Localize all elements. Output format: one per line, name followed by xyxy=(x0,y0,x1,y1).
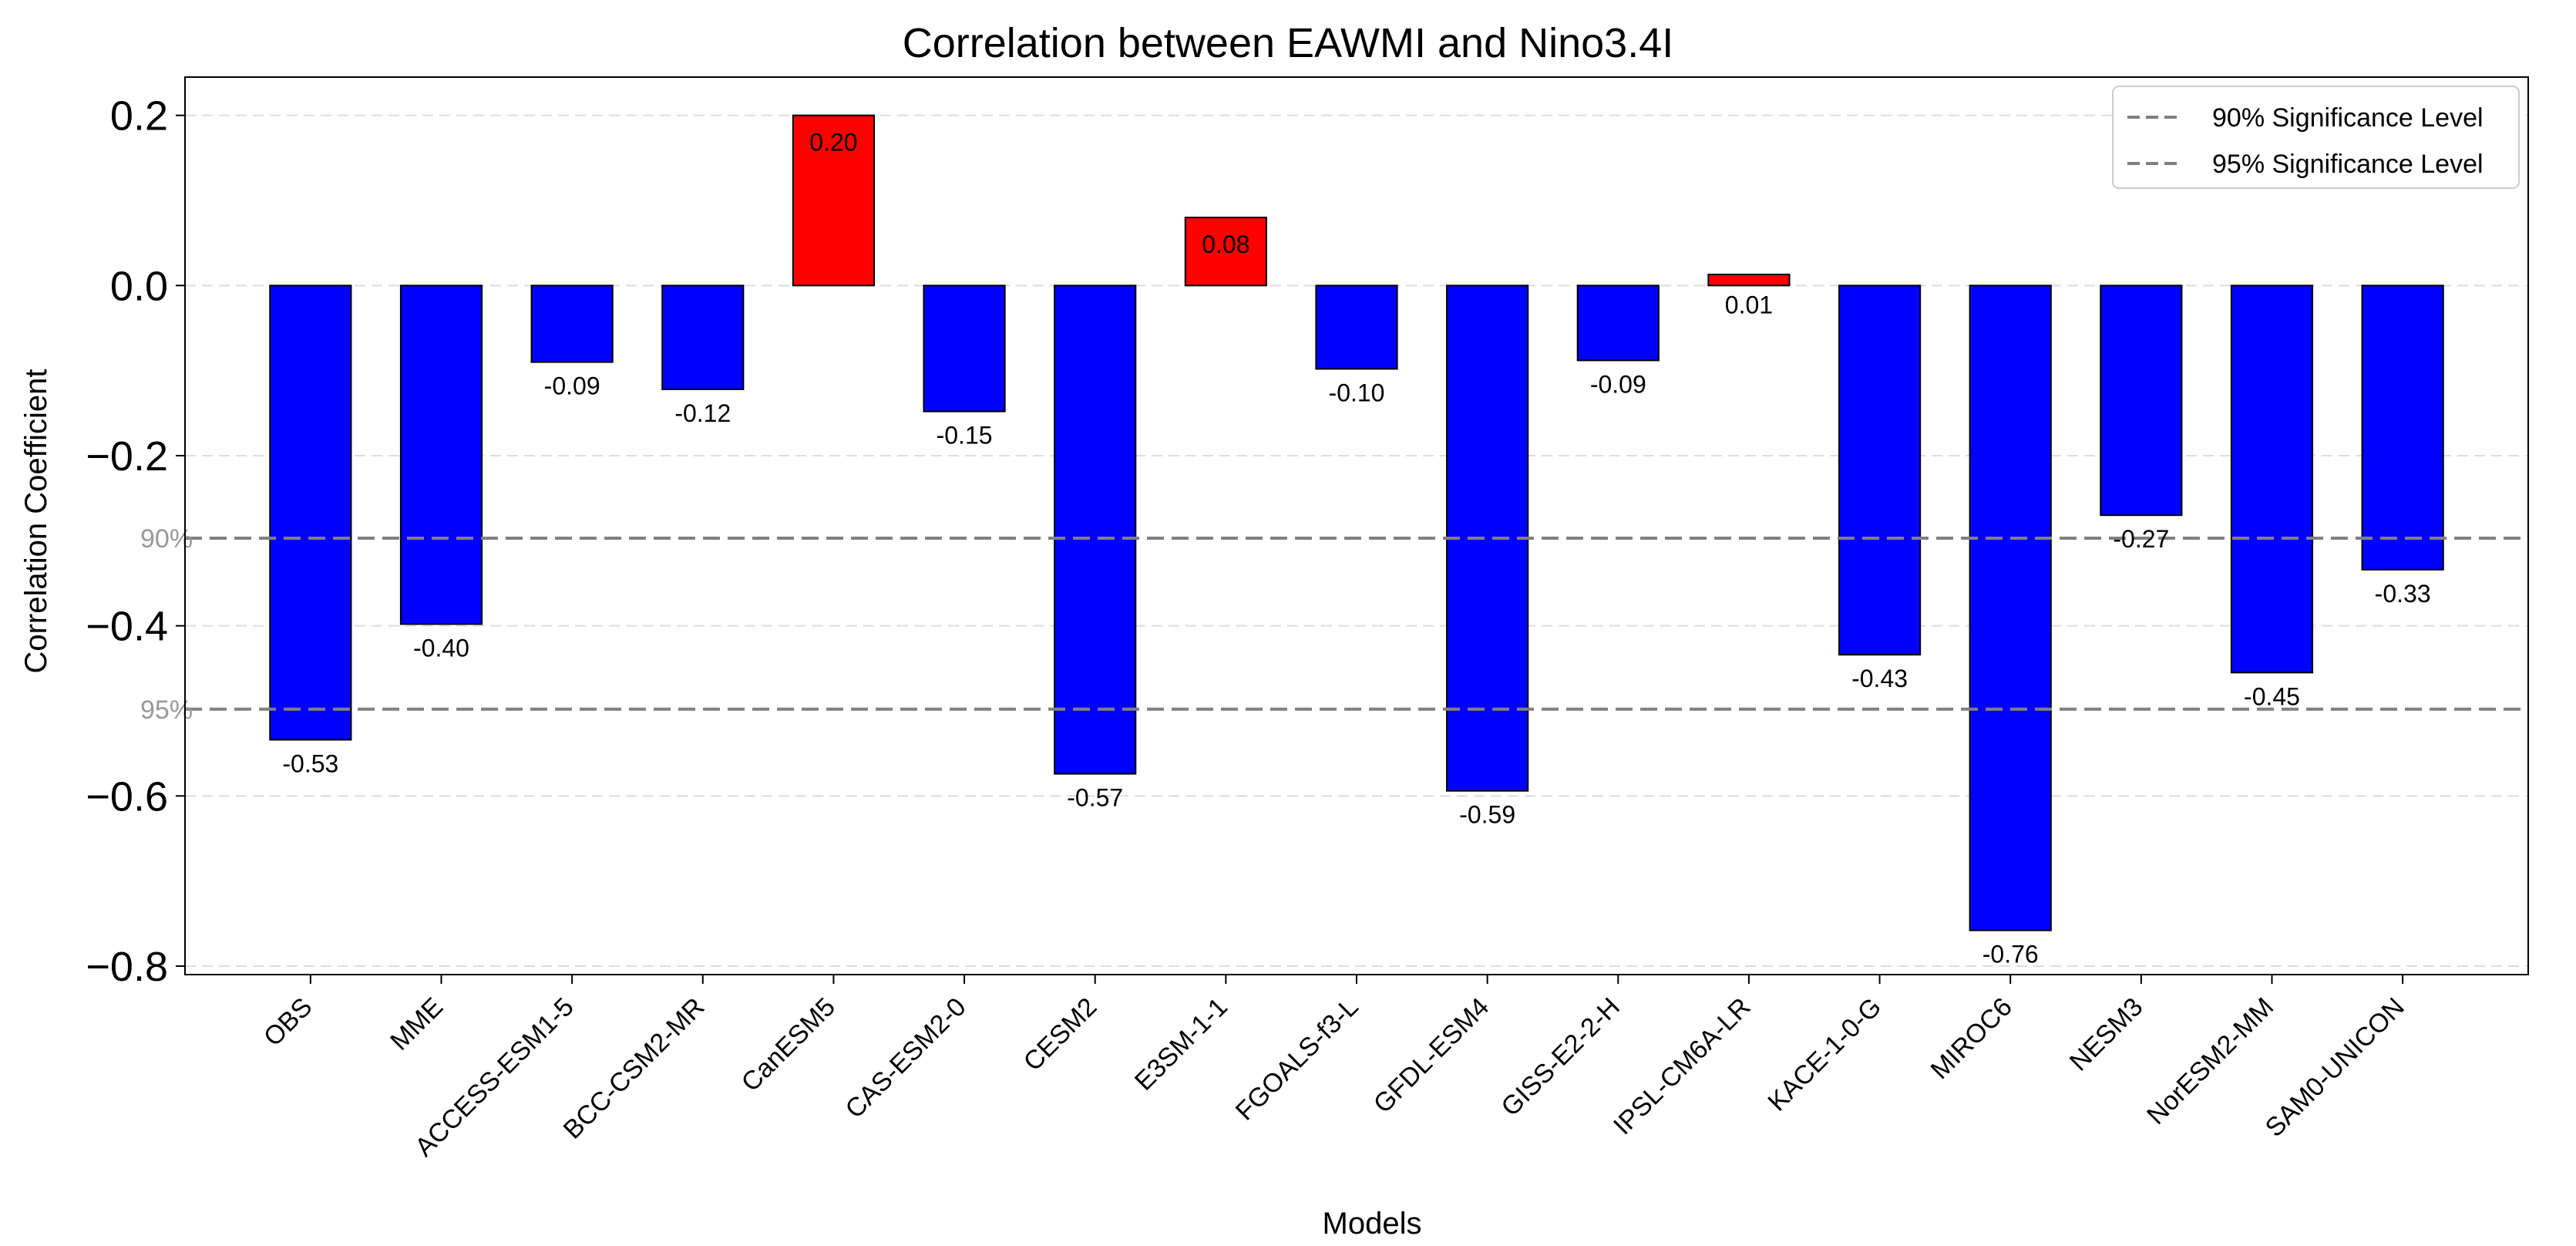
grid xyxy=(185,114,2528,967)
value-label: -0.10 xyxy=(1329,379,1385,406)
bar xyxy=(399,285,483,625)
x-tick-label: BCC-CSM2-MR xyxy=(558,992,711,1145)
bar xyxy=(269,285,352,741)
bar xyxy=(1184,217,1267,287)
bar xyxy=(1707,273,1791,287)
value-label: -0.12 xyxy=(674,399,731,427)
bar xyxy=(923,285,1006,413)
plot-frame xyxy=(184,76,2529,975)
value-label: -0.76 xyxy=(1982,941,2039,968)
bar xyxy=(1315,285,1398,370)
bar xyxy=(1838,285,1922,656)
chart-title: Correlation between EAWMI and Nino3.4I xyxy=(903,20,1674,66)
legend-label-90: 90% Significance Level xyxy=(2212,103,2484,133)
bar xyxy=(530,285,614,363)
x-tick-label: CAS-ESM2-0 xyxy=(840,992,972,1124)
x-tick-label: GFDL-ESM4 xyxy=(1368,992,1495,1119)
value-label: -0.15 xyxy=(937,422,993,450)
bar xyxy=(1054,285,1137,775)
y-tick-label: 0.2 xyxy=(110,93,168,140)
x-tick-label: NorESM2-MM xyxy=(2141,992,2279,1130)
bar xyxy=(1969,285,2052,931)
bar xyxy=(2361,285,2444,571)
legend-label-95: 95% Significance Level xyxy=(2212,150,2484,179)
value-label: -0.59 xyxy=(1459,801,1515,829)
x-tick-label: E3SM-1-1 xyxy=(1129,992,1233,1096)
x-tick-label: CanESM5 xyxy=(736,992,841,1097)
y-axis-ticks: 0.2 0.0 −0.2 −0.4 −0.6 −0.8 xyxy=(86,93,185,990)
bar xyxy=(1576,285,1660,362)
value-label: -0.45 xyxy=(2244,682,2300,710)
value-label: -0.40 xyxy=(413,634,469,662)
legend: 90% Significance Level 95% Significance … xyxy=(2112,86,2520,189)
value-label: -0.57 xyxy=(1067,784,1123,812)
bar xyxy=(661,285,745,390)
y-tick-label: −0.8 xyxy=(86,944,168,990)
x-tick-label: MIROC6 xyxy=(1925,992,2017,1085)
value-label: -0.09 xyxy=(544,372,600,400)
x-tick-label: IPSL-CM6A-LR xyxy=(1608,992,1757,1141)
value-label: 0.01 xyxy=(1725,291,1773,318)
x-tick-label: FGOALS-f3-L xyxy=(1230,992,1364,1126)
y-tick-label: −0.2 xyxy=(86,433,168,480)
bar xyxy=(792,114,876,287)
value-label: 0.20 xyxy=(809,129,857,157)
significance-label: 95% xyxy=(140,695,193,725)
bars xyxy=(269,114,2444,931)
value-labels: -0.53 -0.40 -0.09 -0.12 0.20 -0.15 -0.57 0.08 -0… xyxy=(282,129,2430,968)
x-tick-label: GISS-E2-2-H xyxy=(1495,992,1625,1122)
value-label: 0.08 xyxy=(1202,231,1249,258)
significance-label: 90% xyxy=(140,524,193,554)
value-label: -0.09 xyxy=(1590,370,1646,398)
value-label: -0.33 xyxy=(2375,580,2431,608)
y-axis-label: Correlation Coefficient xyxy=(19,369,53,673)
x-axis-label: Models xyxy=(1323,1207,1422,1241)
legend-box xyxy=(2112,86,2520,189)
x-tick-label: CESM2 xyxy=(1018,992,1103,1077)
y-tick-label: −0.4 xyxy=(86,604,168,650)
x-tick-label: NESM3 xyxy=(2064,992,2149,1077)
x-tick-label: SAM0-UNICON xyxy=(2260,992,2410,1143)
x-tick-label: OBS xyxy=(258,992,318,1052)
value-label: -0.43 xyxy=(1851,665,1908,692)
bar xyxy=(2100,285,2183,517)
value-label: -0.27 xyxy=(2113,525,2169,553)
y-tick-label: −0.6 xyxy=(86,773,168,820)
y-tick-label: 0.0 xyxy=(110,263,168,309)
x-tick-label: MME xyxy=(385,992,449,1056)
x-tick-label: KACE-1-0-G xyxy=(1762,992,1887,1117)
bar xyxy=(2230,285,2314,674)
significance-lines: 90% 95% xyxy=(140,524,2528,725)
value-label: -0.53 xyxy=(282,749,338,777)
